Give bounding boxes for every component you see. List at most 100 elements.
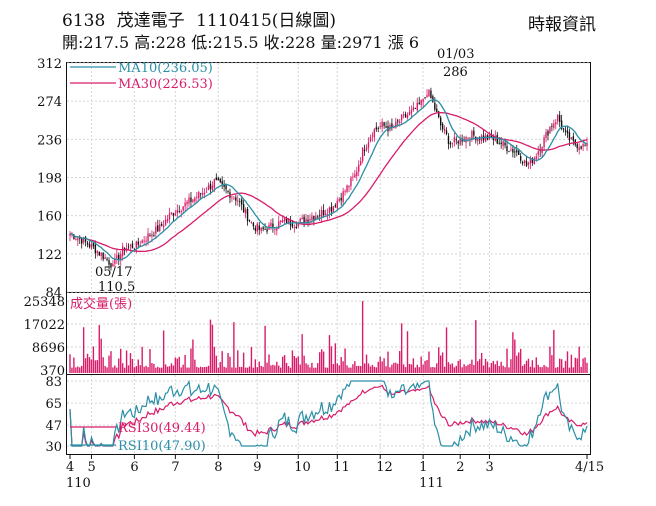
candle-body xyxy=(477,137,479,142)
candle-body xyxy=(348,185,350,188)
candle-body xyxy=(147,233,149,242)
volume-bar xyxy=(393,362,395,373)
volume-title: 成交量(張) xyxy=(70,296,132,312)
candle-body xyxy=(572,136,575,141)
volume-bar xyxy=(153,363,155,373)
candle-body xyxy=(215,177,218,180)
candle-body xyxy=(494,136,497,141)
candle-body xyxy=(129,245,132,247)
high-annotation-date: 01/03 xyxy=(437,47,474,62)
candle-body xyxy=(549,126,551,134)
candle-body xyxy=(201,192,204,195)
candle-body xyxy=(205,191,208,193)
volume-bar xyxy=(399,351,401,373)
volume-bar xyxy=(278,365,280,373)
candle-body xyxy=(436,108,438,112)
candle-body xyxy=(457,141,459,144)
candle-body xyxy=(86,242,89,245)
candle-body xyxy=(566,130,569,134)
candle-body xyxy=(584,145,586,147)
candle-body xyxy=(73,234,75,240)
volume-bar xyxy=(270,365,272,373)
candle-body xyxy=(266,229,268,232)
price-tick-label: 198 xyxy=(37,172,62,187)
candle-body xyxy=(400,115,403,121)
volume-bar xyxy=(303,355,305,373)
candle-body xyxy=(94,244,97,254)
volume-bar xyxy=(465,366,467,373)
volume-bar xyxy=(422,364,424,373)
candle-body xyxy=(235,197,237,201)
volume-bar xyxy=(69,354,71,373)
candle-body xyxy=(301,217,303,220)
volume-bar xyxy=(547,367,549,373)
candle-body xyxy=(399,121,401,123)
candle-body xyxy=(379,126,381,128)
candle-body xyxy=(467,138,469,140)
volume-bar xyxy=(96,360,99,373)
volume-bar xyxy=(239,366,241,373)
volume-bar xyxy=(256,367,258,373)
volume-bar xyxy=(266,362,268,373)
candle-body xyxy=(69,233,71,236)
volume-bar xyxy=(225,367,227,373)
month-label: 2 xyxy=(456,460,464,475)
month-label: 6 xyxy=(130,460,138,475)
candle-body xyxy=(264,228,266,230)
volume-bar xyxy=(484,358,487,373)
candle-body xyxy=(112,263,114,267)
volume-bar xyxy=(463,364,465,373)
rsi-tick-label: 30 xyxy=(45,440,62,455)
candle-body xyxy=(120,254,122,261)
volume-bar xyxy=(131,358,134,373)
volume-bar xyxy=(498,365,500,373)
candle-body xyxy=(473,130,475,136)
volume-bar xyxy=(566,351,569,373)
volume-bar xyxy=(149,349,151,373)
volume-bar xyxy=(338,365,340,373)
volume-bar xyxy=(443,366,446,373)
candle-body xyxy=(531,158,534,163)
volume-bar xyxy=(387,351,389,373)
candle-body xyxy=(121,246,124,256)
volume-bar xyxy=(514,339,516,373)
candle-body xyxy=(190,197,192,202)
volume-bar xyxy=(391,364,393,373)
candle-body xyxy=(361,147,364,162)
volume-bar xyxy=(250,347,253,373)
volume-bar xyxy=(412,358,415,373)
volume-bar xyxy=(414,367,417,373)
volume-bar xyxy=(227,353,229,373)
rsi10-legend: RSI10(47.90) xyxy=(118,439,206,454)
volume-bar xyxy=(436,363,438,373)
volume-bar xyxy=(558,358,561,373)
volume-bar xyxy=(108,355,110,373)
candle-body xyxy=(438,111,440,118)
candle-body xyxy=(391,123,393,128)
volume-bar xyxy=(254,359,257,373)
candle-body xyxy=(223,184,225,187)
candle-body xyxy=(582,144,584,147)
volume-bar xyxy=(426,360,428,373)
candle-body xyxy=(227,191,229,193)
volume-bar xyxy=(477,361,479,373)
volume-bar xyxy=(523,364,526,373)
volume-bar xyxy=(186,367,188,373)
volume-bar xyxy=(432,367,434,373)
candle-body xyxy=(334,205,337,207)
volume-bar xyxy=(584,357,586,373)
volume-bar xyxy=(289,367,292,373)
volume-bar xyxy=(274,365,276,373)
volume-bar xyxy=(340,356,342,373)
candle-body xyxy=(543,137,545,148)
volume-bar xyxy=(516,355,518,373)
volume-tick-label: 25348 xyxy=(24,295,65,310)
candle-body xyxy=(278,221,280,229)
volume-bar xyxy=(246,367,249,373)
volume-bar xyxy=(203,366,206,373)
candle-body xyxy=(170,212,173,215)
candle-body xyxy=(344,190,346,192)
volume-bar xyxy=(494,364,497,373)
volume-bar xyxy=(531,360,534,373)
ma10-legend: MA10(236.05) xyxy=(118,61,213,76)
